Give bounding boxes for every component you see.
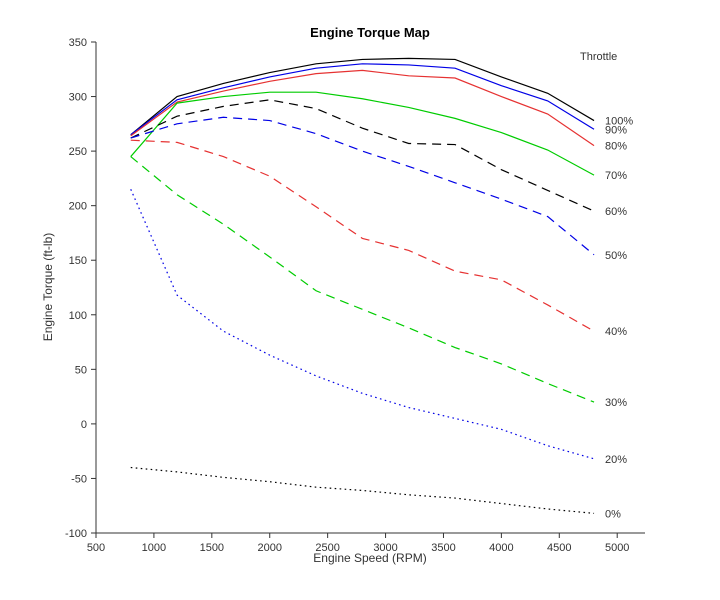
y-tick-label: -100 <box>65 528 87 540</box>
y-axis-label: Engine Torque (ft-lb) <box>41 233 55 342</box>
torque-curve-20pct <box>130 189 595 460</box>
x-tick-label: 500 <box>87 542 105 554</box>
torque-curve-100pct <box>130 57 595 136</box>
series-label-50pct: 50% <box>605 250 627 262</box>
x-tick-label: 4500 <box>547 542 571 554</box>
series-label-90pct: 90% <box>605 124 627 136</box>
torque-curve-40pct <box>130 139 595 332</box>
series-label-20pct: 20% <box>605 454 627 466</box>
legend-title: Throttle <box>580 51 617 63</box>
chart-title: Engine Torque Map <box>310 25 430 40</box>
torque-curve-60pct <box>130 99 595 212</box>
x-tick-label: 3500 <box>431 542 455 554</box>
y-tick-label: 150 <box>69 255 87 267</box>
torque-curve-30pct <box>130 156 595 403</box>
x-tick-label: 3000 <box>373 542 397 554</box>
y-tick-label: 100 <box>69 310 87 322</box>
series-label-80pct: 80% <box>605 141 627 153</box>
y-tick-label: 0 <box>81 419 87 431</box>
torque-curve-70pct <box>130 91 595 176</box>
x-tick-label: 1500 <box>200 542 224 554</box>
series-label-30pct: 30% <box>605 397 627 409</box>
y-tick-label: 300 <box>69 92 87 104</box>
series-label-70pct: 70% <box>605 170 627 182</box>
x-tick-label: 1000 <box>142 542 166 554</box>
series-label-0pct: 0% <box>605 508 621 520</box>
series-label-100pct: 100% <box>605 116 633 128</box>
y-tick-label: 350 <box>69 37 87 49</box>
torque-curve-80pct <box>130 69 595 147</box>
torque-curve-0pct <box>130 466 595 514</box>
y-tick-label: 200 <box>69 201 87 213</box>
torque-curve-50pct <box>130 116 595 256</box>
series-label-60pct: 60% <box>605 206 627 218</box>
x-tick-label: 5000 <box>605 542 629 554</box>
plot-area: 500 1000 1500 2000 2500 3000 3500 4000 4500 5000-… <box>65 37 645 554</box>
x-axis-label: Engine Speed (RPM) <box>313 551 426 565</box>
x-tick-label: 2000 <box>257 542 281 554</box>
series-label-40pct: 40% <box>605 326 627 338</box>
x-tick-label: 4000 <box>489 542 513 554</box>
y-tick-label: 50 <box>75 364 87 376</box>
y-tick-label: 250 <box>69 146 87 158</box>
y-tick-label: -50 <box>71 473 87 485</box>
torque-curve-90pct <box>130 63 595 136</box>
x-tick-label: 2500 <box>315 542 339 554</box>
